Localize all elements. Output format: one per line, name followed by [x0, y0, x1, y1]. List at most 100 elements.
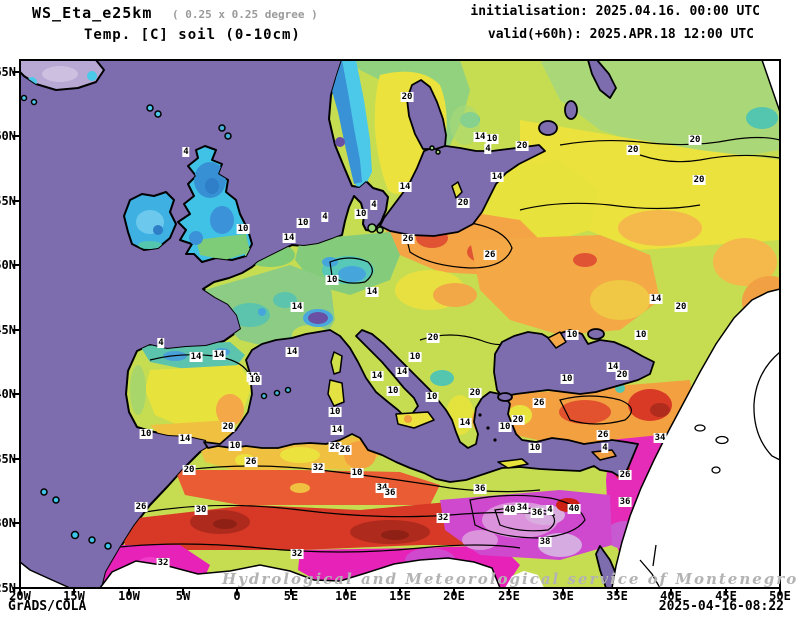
- contour-label: 4: [546, 505, 554, 515]
- contour-label: 26: [596, 430, 610, 440]
- contour-label: 4: [601, 443, 609, 453]
- contour-label: 14: [285, 347, 299, 357]
- x-axis-tick-label: 10E: [335, 589, 357, 603]
- lake-onega: [564, 100, 578, 120]
- corsica: [330, 351, 343, 375]
- contour-label: 36: [473, 484, 487, 494]
- contour-label: 10: [350, 468, 364, 478]
- contour-label: 20: [426, 333, 440, 343]
- y-axis-tick-label: 30N: [0, 516, 16, 530]
- y-axis-tick-label: 65N: [0, 65, 16, 79]
- contour-label: 34: [375, 483, 389, 493]
- contour-label: 14: [290, 302, 304, 312]
- contour-label: 14: [365, 287, 379, 297]
- y-axis-tick-label: 35N: [0, 452, 16, 466]
- x-axis-tick-label: 15E: [389, 589, 411, 603]
- contour-label: 36: [530, 508, 544, 518]
- sea-of-marmara: [497, 392, 513, 402]
- contour-label: 26: [134, 502, 148, 512]
- contour-label: 10: [354, 209, 368, 219]
- contour-label: 14: [458, 418, 472, 428]
- contour-label: 20: [626, 145, 640, 155]
- background-coast-outlines: [639, 351, 781, 589]
- contour-label: 26: [618, 470, 632, 480]
- sardinia: [327, 379, 345, 407]
- contour-label: 14: [282, 233, 296, 243]
- contour-label: 10: [634, 330, 648, 340]
- contour-label: 40: [567, 504, 581, 514]
- crete: [497, 458, 529, 469]
- contour-label: 20: [221, 422, 235, 432]
- contour-label: 20: [511, 415, 525, 425]
- contour-label: 10: [296, 218, 310, 228]
- valid-time: valid(+60h): 2025.APR.18 12:00 UTC: [487, 27, 754, 42]
- y-axis-tick-label: 25N: [0, 581, 16, 595]
- contour-label: 10: [498, 422, 512, 432]
- crimea: [547, 331, 567, 349]
- contour-label: 38: [538, 537, 552, 547]
- contour-label: 10: [325, 275, 339, 285]
- contour-label: 14: [395, 367, 409, 377]
- contour-label: 36: [618, 497, 632, 507]
- gulf-of-bothnia: [406, 79, 447, 150]
- x-axis-tick-label: 20W: [9, 589, 31, 603]
- lake-ladoga: [538, 120, 558, 136]
- watermark: Hydrological and Meteorological service …: [222, 570, 799, 588]
- contour-label: 40: [503, 505, 517, 515]
- contour-label: 10: [485, 134, 499, 144]
- contour-label: 26: [338, 445, 352, 455]
- contour-label: 14: [473, 132, 487, 142]
- y-axis-tick-label: 55N: [0, 194, 16, 208]
- x-axis-tick-label: 40E: [660, 589, 682, 603]
- contour-label: 4: [484, 144, 492, 154]
- y-axis-tick-label: 50N: [0, 258, 16, 272]
- x-axis-tick-label: 10W: [118, 589, 140, 603]
- islands: [20, 94, 617, 550]
- contour-label: 20: [456, 198, 470, 208]
- gotland: [451, 181, 463, 199]
- contour-label: 10: [425, 392, 439, 402]
- axis-ticks: [13, 71, 781, 595]
- contour-label: 14: [370, 371, 384, 381]
- x-axis-tick-label: 5W: [175, 589, 191, 603]
- contour-label: 26: [401, 234, 415, 244]
- contour-label: 14: [178, 434, 192, 444]
- faroe-islands: [146, 104, 154, 112]
- contour-label: 4: [157, 338, 165, 348]
- contour-label: 10: [408, 352, 422, 362]
- contour-label: 14: [606, 362, 620, 372]
- contour-label: 14: [330, 425, 344, 435]
- x-axis-tick-label: 25E: [498, 589, 520, 603]
- model-name: WS_Eta_e25km: [32, 4, 153, 22]
- caspian-coast: [753, 351, 781, 461]
- white-sea: [587, 59, 617, 99]
- contour-label: 20: [615, 370, 629, 380]
- contour-label: 10: [328, 407, 342, 417]
- contour-label: 32: [436, 513, 450, 523]
- x-axis-tick-label: 0: [233, 589, 241, 603]
- black-sea: [493, 329, 655, 397]
- initialisation-time: initialisation: 2025.04.16. 00:00 UTC: [470, 4, 760, 19]
- contour-label: 26: [483, 250, 497, 260]
- contour-label: 32: [311, 463, 325, 473]
- contour-label: 10: [139, 429, 153, 439]
- contour-label: 20: [400, 92, 414, 102]
- x-axis-tick-label: 5E: [283, 589, 299, 603]
- baltic-sea: [379, 144, 546, 237]
- contour-label: 20: [468, 388, 482, 398]
- contour-label: 20: [674, 302, 688, 312]
- contour-label: 26: [532, 398, 546, 408]
- contour-label: 10: [565, 330, 579, 340]
- variable-title: Temp. [C] soil (0-10cm): [84, 27, 301, 43]
- contour-label: 14: [189, 352, 203, 362]
- x-axis-tick-label: 45E: [715, 589, 737, 603]
- contour-label: 26: [244, 457, 258, 467]
- contour-label: 34: [653, 433, 667, 443]
- contour-label: 32: [156, 558, 170, 568]
- contour-label: 4: [370, 200, 378, 210]
- x-axis-tick-label: 30E: [552, 589, 574, 603]
- y-axis-tick-label: 60N: [0, 129, 16, 143]
- contour-label: 10: [560, 374, 574, 384]
- contour-label: 20: [688, 135, 702, 145]
